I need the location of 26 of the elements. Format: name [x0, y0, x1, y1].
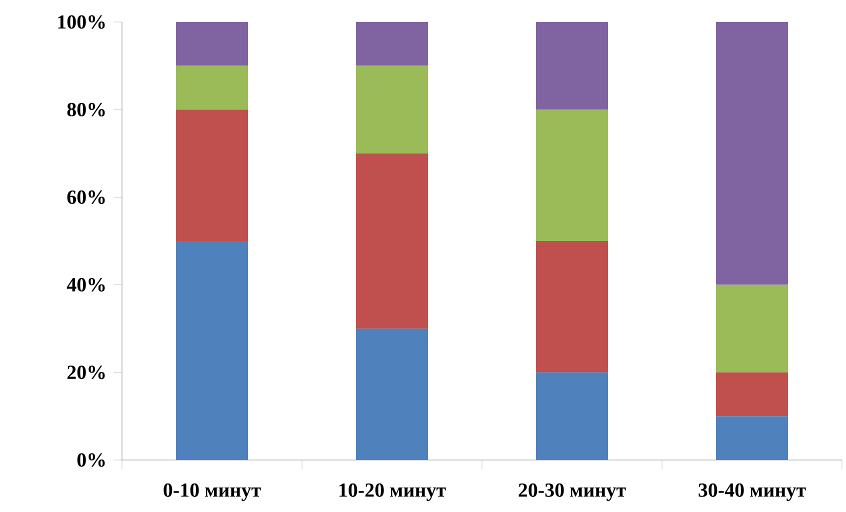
bar: [716, 284, 788, 372]
y-tick-label: 60%: [67, 190, 105, 204]
x-tick-label: 10-20 минут: [340, 483, 446, 501]
bar: [536, 372, 608, 460]
bar: [176, 22, 248, 66]
y-tick-label: 80%: [67, 102, 105, 116]
bar: [176, 110, 248, 241]
bar: [536, 22, 608, 110]
y-tick-label: 20%: [67, 366, 105, 380]
x-tick-label: 20-30 минут: [518, 483, 626, 501]
y-tick-label: 0%: [77, 453, 105, 467]
y-tick-label: 100%: [58, 15, 105, 29]
bar: [176, 66, 248, 110]
bar: [716, 22, 788, 285]
bar: [536, 110, 608, 241]
bar: [536, 241, 608, 372]
bar: [176, 241, 248, 460]
bar: [356, 153, 428, 329]
bar: [716, 416, 788, 460]
bar: [356, 328, 428, 460]
x-tick-label: 30-40 минут: [698, 483, 806, 501]
x-tick-label: 0-10 минут: [164, 483, 261, 501]
y-tick-label: 40%: [66, 278, 105, 292]
bar: [356, 22, 428, 66]
bar: [716, 372, 788, 416]
bar: [356, 66, 428, 154]
